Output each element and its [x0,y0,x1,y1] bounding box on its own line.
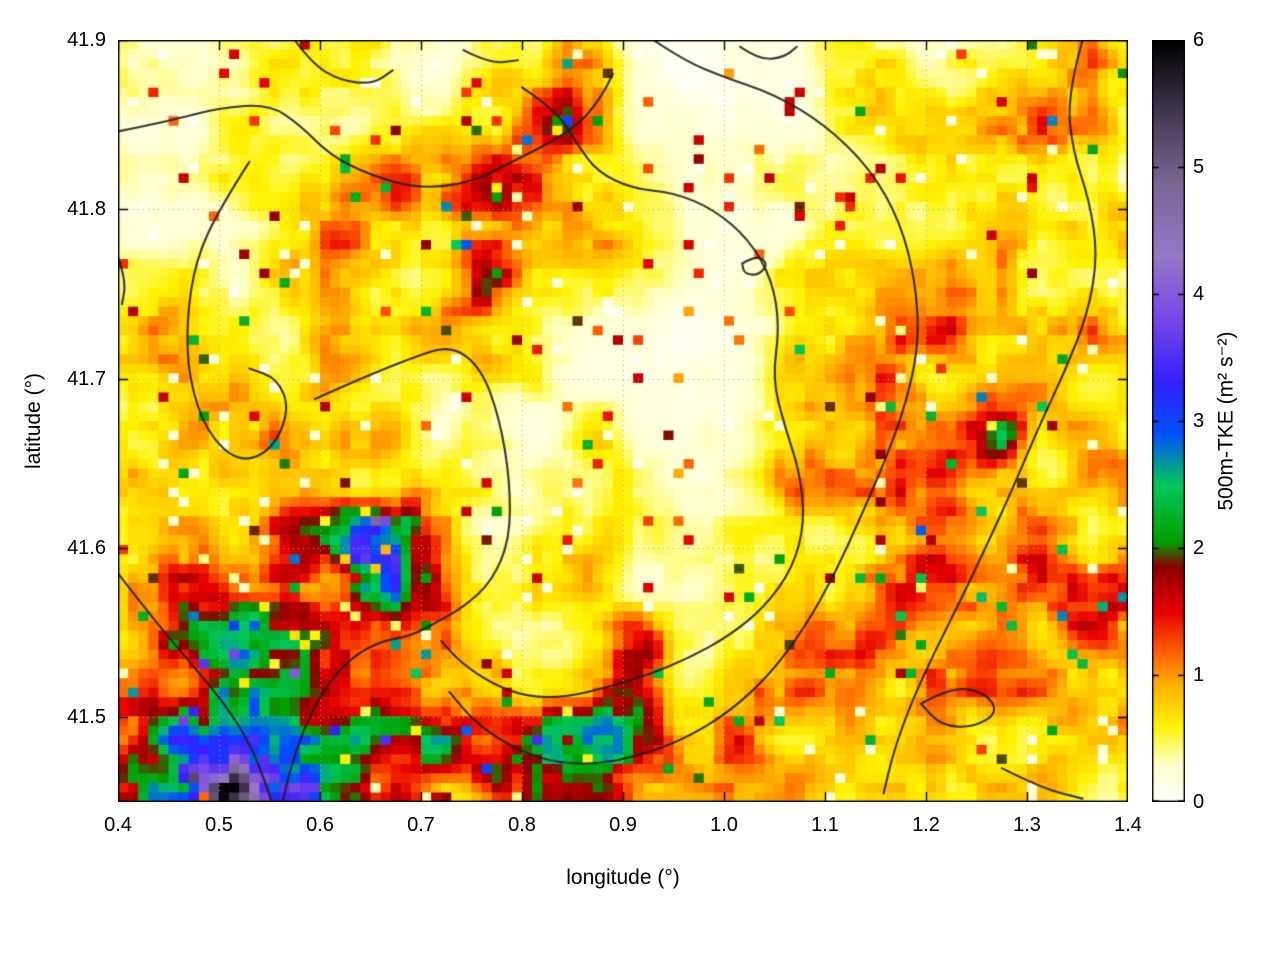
colorbar-tick-label-4: 4 [1193,283,1205,305]
colorbar-tick-label-3: 3 [1193,410,1205,432]
x-tick-label-0.9: 0.9 [609,814,637,836]
x-tick-label-1.2: 1.2 [912,814,940,836]
colorbar [1152,40,1185,802]
colorbar-tick-label-5: 5 [1193,156,1205,178]
x-axis-label: longitude (°) [566,866,680,889]
x-tick-label-1.1: 1.1 [811,814,839,836]
x-tick-label-1.0: 1.0 [710,814,738,836]
y-tick-label-41.5: 41.5 [67,706,106,729]
x-tick-label-0.5: 0.5 [205,814,233,836]
y-tick-label-41.7: 41.7 [67,367,106,390]
x-tick-label-0.8: 0.8 [508,814,536,836]
x-tick-label-0.6: 0.6 [306,814,334,836]
x-tick-label-0.4: 0.4 [104,814,132,836]
colorbar-tick-label-2: 2 [1193,537,1205,559]
x-tick-label-1.4: 1.4 [1114,814,1142,836]
x-tick-label-0.7: 0.7 [407,814,435,836]
y-tick-label-41.9: 41.9 [67,29,106,51]
y-tick-label-41.8: 41.8 [67,198,106,221]
colorbar-tick-label-1: 1 [1193,664,1205,686]
x-tick-label-1.3: 1.3 [1013,814,1041,836]
heatmap-plot-area [118,40,1128,802]
colorbar-tick-label-0: 0 [1193,791,1205,813]
y-tick-label-41.6: 41.6 [67,537,106,559]
colorbar-tick-label-6: 6 [1193,29,1205,51]
